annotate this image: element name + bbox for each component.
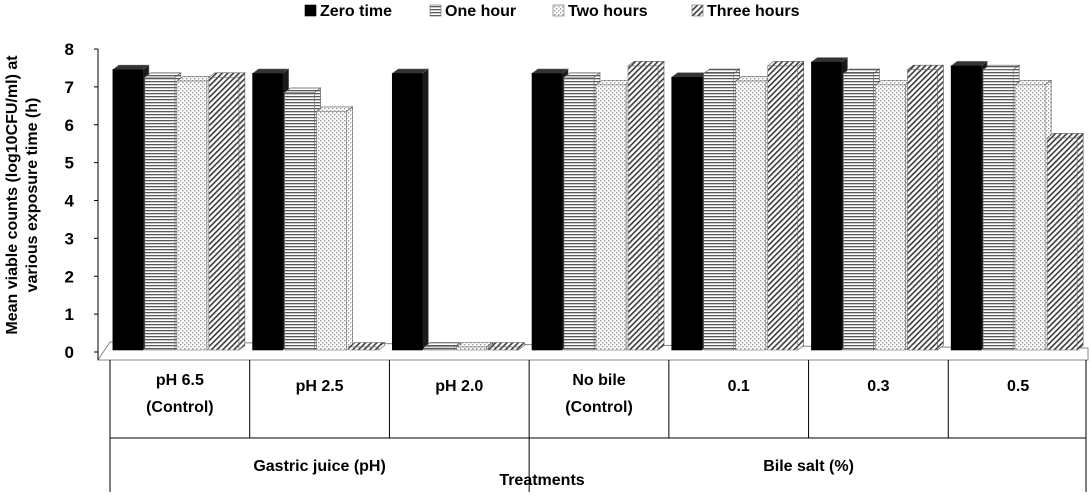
legend-item: One hour	[429, 3, 516, 20]
y-tick-label: 2	[65, 267, 74, 286]
bar-zero-time	[950, 60, 989, 351]
legend-label: Two hours	[568, 3, 648, 20]
bar-two-hours	[874, 79, 913, 351]
bar-zero-time	[391, 68, 430, 351]
y-tick-label: 3	[65, 229, 74, 248]
y-tick-label: 7	[65, 78, 74, 97]
legend-swatch	[691, 4, 704, 17]
bar-two-hours	[1014, 79, 1053, 351]
bar-zero-time	[111, 64, 150, 351]
bar-two-hours	[734, 75, 773, 351]
x-group-label: Gastric juice (pH)	[253, 458, 385, 475]
bar-three-hours	[766, 60, 805, 351]
bar-three-hours	[347, 341, 386, 351]
legend-label: One hour	[445, 3, 516, 20]
legend-swatch	[552, 4, 565, 17]
bar-three-hours	[487, 341, 526, 351]
x-category-label: No bile	[572, 372, 625, 389]
bar-three-hours	[1046, 132, 1085, 351]
bar-one-hour	[283, 87, 322, 351]
legend-item: Three hours	[691, 3, 800, 20]
bar-two-hours	[315, 106, 354, 351]
bar-one-hour	[842, 68, 881, 351]
bar-one-hour	[702, 68, 741, 351]
bar-three-hours	[207, 72, 246, 351]
bar-one-hour	[143, 72, 182, 351]
bar-two-hours	[175, 75, 214, 351]
bar-one-hour	[563, 72, 601, 351]
y-axis-title-line-1: Mean viable counts (log10CFU/ml) at	[4, 55, 21, 335]
legend: Zero time One hour Two hours Three hours	[304, 3, 800, 20]
x-category-label: (Control)	[146, 399, 214, 416]
bar-one-hour	[982, 64, 1021, 351]
legend-item: Two hours	[552, 3, 648, 20]
bar-two-hours	[455, 341, 494, 351]
x-axis-table: pH 6.5 (Control) pH 2.5 pH 2.0 No bile (Contr…	[109, 360, 1087, 492]
bars	[111, 57, 1085, 351]
x-category-label: pH 2.5	[296, 378, 344, 395]
bar-two-hours	[595, 79, 633, 351]
legend-label: Three hours	[707, 3, 800, 20]
x-category-label: pH 6.5	[156, 372, 204, 389]
bar-zero-time	[670, 72, 709, 351]
y-tick-label: 8	[65, 40, 74, 59]
y-axis-title-line-2: various exposure time (h)	[24, 98, 41, 293]
x-category-label: pH 2.0	[435, 378, 483, 395]
x-category-label: (Control)	[565, 399, 633, 416]
bar-three-hours	[906, 64, 945, 351]
x-category-label: 0.5	[1007, 378, 1029, 395]
bar-zero-time	[531, 68, 569, 351]
x-category-label: 0.3	[867, 378, 889, 395]
x-category-label: 0.1	[728, 378, 750, 395]
y-tick-label: 6	[65, 116, 74, 135]
x-group-label: Bile salt (%)	[763, 458, 854, 475]
bar-one-hour	[423, 341, 462, 351]
y-tick-label: 4	[65, 192, 75, 211]
y-tick-label: 1	[65, 305, 74, 324]
legend-swatch	[304, 4, 317, 17]
bar-zero-time	[810, 57, 849, 351]
x-axis-title: Treatments	[499, 472, 584, 489]
bar-three-hours	[627, 60, 665, 351]
y-axis: 0 1 2 3 4 5 6 7 8	[65, 40, 99, 362]
legend-label: Zero time	[320, 3, 392, 20]
y-tick-label: 5	[65, 154, 74, 173]
y-tick-label: 0	[65, 343, 74, 362]
legend-swatch	[429, 4, 442, 17]
bar-zero-time	[251, 68, 290, 351]
legend-item: Zero time	[304, 3, 392, 20]
